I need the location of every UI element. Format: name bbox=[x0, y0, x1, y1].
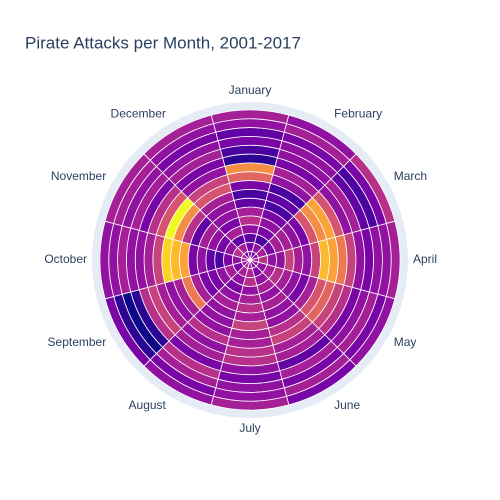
bar-segment bbox=[240, 285, 260, 296]
bar-segment bbox=[275, 250, 286, 270]
bar-segment bbox=[214, 250, 225, 270]
angular-tick-label: May bbox=[394, 335, 417, 349]
angular-tick-label: March bbox=[394, 169, 427, 183]
bar-segment bbox=[205, 248, 217, 272]
bar-segment bbox=[143, 114, 214, 161]
angular-tick-label: August bbox=[129, 398, 167, 412]
bar-segment bbox=[187, 243, 200, 277]
bar-segment bbox=[238, 293, 262, 305]
angular-tick-label: January bbox=[229, 83, 272, 97]
bar-segment bbox=[283, 248, 295, 272]
bar-segment bbox=[238, 215, 262, 227]
angular-tick-label: April bbox=[413, 252, 437, 266]
bar-segment bbox=[300, 243, 313, 277]
angular-tick-label: November bbox=[51, 169, 106, 183]
bars bbox=[99, 109, 401, 411]
angular-tick-label: December bbox=[111, 107, 166, 121]
angular-tick-label: October bbox=[44, 252, 87, 266]
bar-segment bbox=[292, 245, 304, 275]
chart-title: Pirate Attacks per Month, 2001-2017 bbox=[25, 33, 301, 52]
bar-segment bbox=[233, 197, 267, 210]
angular-tick-label: September bbox=[48, 335, 107, 349]
bar-segment bbox=[233, 310, 267, 323]
angular-tick-label: July bbox=[239, 421, 260, 435]
angular-tick-label: February bbox=[334, 107, 382, 121]
bar-segment bbox=[196, 245, 208, 275]
bar-segment bbox=[235, 302, 265, 314]
bar-segment bbox=[235, 206, 265, 218]
bar-segment bbox=[240, 224, 260, 235]
angular-tick-label: June bbox=[334, 398, 360, 412]
